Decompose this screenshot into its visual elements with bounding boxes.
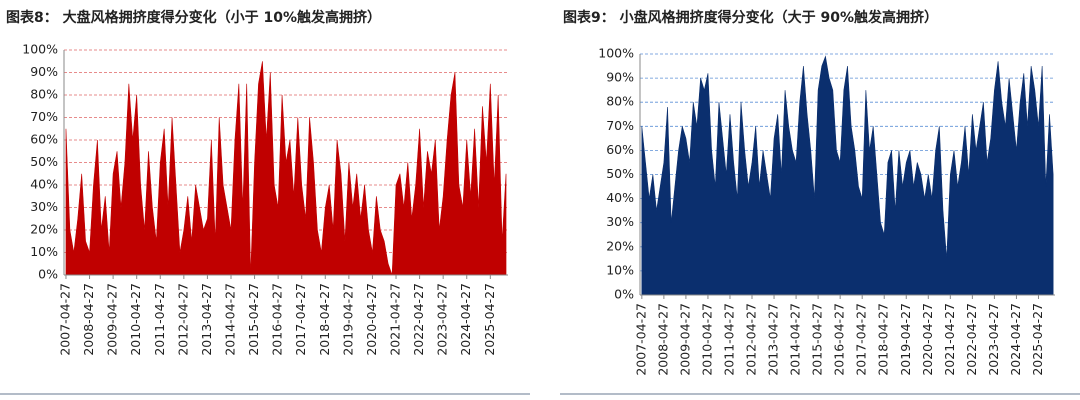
y-tick-label: 90% xyxy=(606,70,634,85)
x-tick-label: 2015-04-27 xyxy=(810,303,825,376)
x-tick-label: 2016-04-27 xyxy=(270,283,285,356)
y-tick-label: 10% xyxy=(606,262,634,277)
x-tick-label: 2012-04-27 xyxy=(744,303,759,376)
y-tick-label: 100% xyxy=(22,42,58,57)
y-tick-label: 70% xyxy=(30,109,58,124)
y-tick-label: 80% xyxy=(30,87,58,102)
y-tick-label: 20% xyxy=(606,238,634,253)
x-tick-label: 2018-04-27 xyxy=(317,283,332,356)
x-tick-label: 2023-04-27 xyxy=(435,283,450,356)
x-tick-label: 2009-04-27 xyxy=(105,283,120,356)
chart-title: 图表9： 小盘风格拥挤度得分变化（大于 90%触发高拥挤） xyxy=(563,9,938,26)
x-tick-label: 2025-04-27 xyxy=(1030,303,1045,376)
x-tick-label: 2017-04-27 xyxy=(293,283,308,356)
y-tick-label: 0% xyxy=(38,267,58,282)
y-tick-label: 70% xyxy=(606,118,634,133)
area xyxy=(641,55,1054,296)
y-tick-label: 30% xyxy=(606,214,634,229)
y-tick-label: 20% xyxy=(30,222,58,237)
y-tick-label: 90% xyxy=(30,64,58,79)
x-tick-label: 2020-04-27 xyxy=(920,303,935,376)
x-tick-label: 2007-04-27 xyxy=(633,303,648,376)
x-tick-label: 2024-04-27 xyxy=(1008,303,1023,376)
x-tick-label: 2023-04-27 xyxy=(986,303,1001,376)
y-tick-label: 10% xyxy=(30,244,58,259)
y-tick-label: 0% xyxy=(614,287,634,302)
chart-title: 图表8： 大盘风格拥挤度得分变化（小于 10%触发高拥挤） xyxy=(6,9,381,26)
x-tick-label: 2014-04-27 xyxy=(788,303,803,376)
x-tick-label: 2016-04-27 xyxy=(832,303,847,376)
x-tick-label: 2018-04-27 xyxy=(876,303,891,376)
x-tick-label: 2008-04-27 xyxy=(655,303,670,376)
x-tick-label: 2021-04-27 xyxy=(388,283,403,356)
x-tick-label: 2015-04-27 xyxy=(246,283,261,356)
x-tick-label: 2007-04-27 xyxy=(57,283,72,356)
x-tick-label: 2008-04-27 xyxy=(81,283,96,356)
area xyxy=(65,61,507,276)
y-tick-label: 60% xyxy=(606,142,634,157)
x-tick-label: 2022-04-27 xyxy=(411,283,426,356)
y-tick-label: 50% xyxy=(606,166,634,181)
x-tick-label: 2021-04-27 xyxy=(942,303,957,376)
x-tick-label: 2012-04-27 xyxy=(175,283,190,356)
x-tick-label: 2014-04-27 xyxy=(222,283,237,356)
x-tick-label: 2019-04-27 xyxy=(340,283,355,356)
y-tick-label: 30% xyxy=(30,199,58,214)
y-tick-label: 50% xyxy=(30,154,58,169)
x-tick-label: 2010-04-27 xyxy=(128,283,143,356)
x-tick-label: 2017-04-27 xyxy=(854,303,869,376)
x-tick-label: 2024-04-27 xyxy=(458,283,473,356)
x-tick-label: 2009-04-27 xyxy=(677,303,692,376)
y-tick-label: 40% xyxy=(606,190,634,205)
x-tick-label: 2013-04-27 xyxy=(766,303,781,376)
y-tick-label: 80% xyxy=(606,94,634,109)
y-tick-label: 40% xyxy=(30,177,58,192)
x-tick-label: 2019-04-27 xyxy=(898,303,913,376)
x-tick-label: 2011-04-27 xyxy=(152,283,167,356)
x-tick-label: 2025-04-27 xyxy=(482,283,497,356)
x-tick-label: 2010-04-27 xyxy=(699,303,714,376)
x-tick-label: 2022-04-27 xyxy=(964,303,979,376)
x-tick-label: 2020-04-27 xyxy=(364,283,379,356)
x-tick-label: 2011-04-27 xyxy=(721,303,736,376)
y-tick-label: 60% xyxy=(30,132,58,147)
x-tick-label: 2013-04-27 xyxy=(199,283,214,356)
y-tick-label: 100% xyxy=(598,46,634,61)
